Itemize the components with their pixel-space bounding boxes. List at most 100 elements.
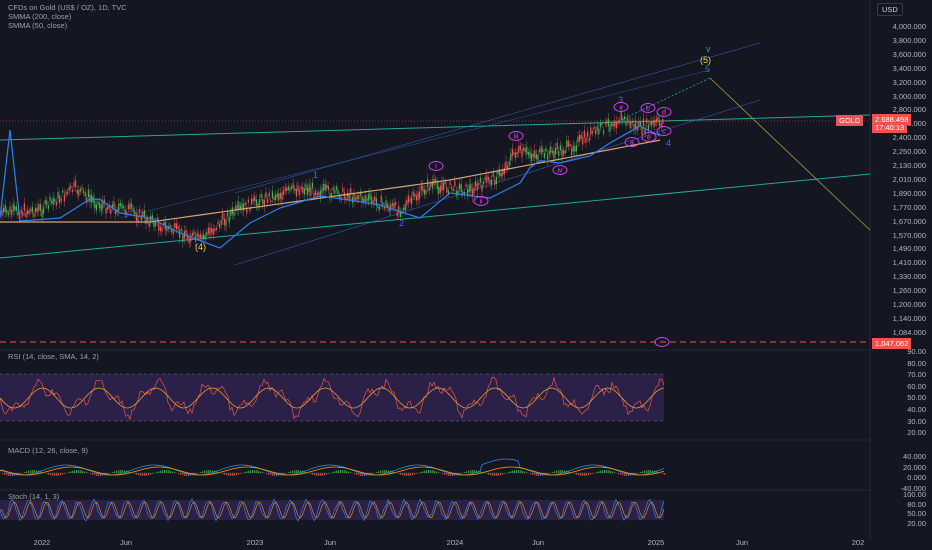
candle-body xyxy=(182,234,184,243)
candle-body xyxy=(363,198,365,202)
candle-body xyxy=(595,129,597,135)
macd-histogram-bar xyxy=(480,471,482,473)
candle-body xyxy=(332,187,334,191)
macd-histogram-bar xyxy=(512,470,514,473)
candle-body xyxy=(268,192,270,197)
smma200-line xyxy=(0,139,661,223)
macd-histogram-bar xyxy=(164,470,166,473)
candle-body xyxy=(455,190,457,196)
candle-body xyxy=(25,212,27,218)
macd-histogram-bar xyxy=(244,472,246,473)
macd-histogram-bar xyxy=(108,473,110,474)
candle-body xyxy=(436,182,438,190)
candle-body xyxy=(159,226,161,232)
price-axis-tick: 2,010.000 xyxy=(892,174,926,184)
stoch-band xyxy=(0,500,664,520)
macd-histogram-bar xyxy=(422,471,424,473)
wave-circle-iv xyxy=(552,165,568,175)
price-axis-tick: 1,770.000 xyxy=(892,202,926,212)
candle-body xyxy=(275,194,277,201)
macd-histogram-bar xyxy=(74,470,76,473)
macd-histogram-bar xyxy=(598,471,600,473)
macd-histogram-bar xyxy=(60,473,62,476)
candle-body xyxy=(383,206,385,209)
candle-body xyxy=(543,153,545,159)
candle-body xyxy=(299,189,301,195)
candle-body xyxy=(15,206,17,211)
candle-body xyxy=(297,185,299,192)
candle-body xyxy=(39,204,41,211)
candle-body xyxy=(187,234,189,239)
candle-body xyxy=(260,193,262,198)
candle-body xyxy=(286,187,288,191)
macd-axis-tick: 0.000 xyxy=(907,473,926,482)
candle-body xyxy=(281,192,283,201)
candle-body xyxy=(415,195,417,201)
macd-histogram-bar xyxy=(642,471,644,473)
macd-histogram-bar xyxy=(650,470,652,473)
macd-histogram-bar xyxy=(612,471,614,473)
candle-body xyxy=(316,193,318,196)
wave-circle-label-a: a xyxy=(630,140,634,147)
smma200-legend[interactable]: SMMA (200, close) xyxy=(8,12,72,21)
candle-body xyxy=(387,204,389,208)
candle-body xyxy=(633,123,635,130)
macd-histogram-bar xyxy=(172,471,174,473)
candle-body xyxy=(100,204,102,212)
candle-body xyxy=(467,189,469,196)
time-axis-tick: Jun xyxy=(119,538,133,547)
candle-body xyxy=(217,221,219,224)
smma50-legend[interactable]: SMMA (50, close) xyxy=(8,21,68,30)
stoch-legend[interactable]: Stoch (14, 1, 3) xyxy=(8,492,60,501)
wave-circle-label-iv: iv xyxy=(557,168,563,175)
currency-selector[interactable]: USD xyxy=(877,3,903,16)
macd-histogram-bar xyxy=(10,473,12,476)
candle-body xyxy=(71,189,73,193)
macd-histogram-bar xyxy=(2,473,4,474)
candle-body xyxy=(1,210,3,216)
macd-histogram-bar xyxy=(224,473,226,475)
candle-body xyxy=(635,120,637,129)
macd-histogram-bar xyxy=(388,470,390,473)
macd-histogram-bar xyxy=(602,470,604,473)
candle-body xyxy=(569,143,571,147)
macd-legend[interactable]: MACD (12, 26, close, 9) xyxy=(8,446,89,455)
candle-body xyxy=(206,232,208,236)
macd-histogram-bar xyxy=(254,470,256,473)
candle-body xyxy=(230,211,232,216)
macd-histogram-bar xyxy=(54,473,56,476)
candle-body xyxy=(636,126,638,131)
candle-body xyxy=(307,187,309,196)
macd-histogram-bar xyxy=(420,472,422,473)
candle-body xyxy=(659,119,661,126)
candle-body xyxy=(503,167,505,175)
candle-body xyxy=(542,148,544,153)
macd-histogram-bar xyxy=(184,473,186,476)
macd-histogram-bar xyxy=(534,473,536,476)
candle-body xyxy=(127,204,129,210)
macd-histogram-bar xyxy=(228,473,230,476)
macd-histogram-bar xyxy=(382,470,384,473)
candle-body xyxy=(254,196,256,202)
candle-body xyxy=(155,221,157,227)
candle-body xyxy=(641,127,643,135)
macd-histogram-bar xyxy=(436,471,438,473)
candle-body xyxy=(292,183,294,189)
candle-body xyxy=(462,191,464,194)
stoch-axis-tick: 50.00 xyxy=(907,509,926,518)
macd-histogram-bar xyxy=(72,470,74,473)
candle-body xyxy=(295,188,297,197)
macd-histogram-bar xyxy=(284,473,286,474)
candle-body xyxy=(411,196,413,205)
symbol-title[interactable]: CFDs on Gold (US$ / OZ), 1D, TVC xyxy=(8,3,127,12)
rsi-legend[interactable]: RSI (14, close, SMA, 14, 2) xyxy=(8,352,99,361)
macd-histogram-bar xyxy=(340,470,342,473)
macd-histogram-bar xyxy=(134,473,136,474)
macd-histogram-bar xyxy=(634,473,636,475)
macd-histogram-bar xyxy=(646,470,648,473)
candle-body xyxy=(54,199,56,202)
candle-body xyxy=(204,235,206,240)
candle-body xyxy=(111,204,113,208)
candle-body xyxy=(265,191,267,198)
